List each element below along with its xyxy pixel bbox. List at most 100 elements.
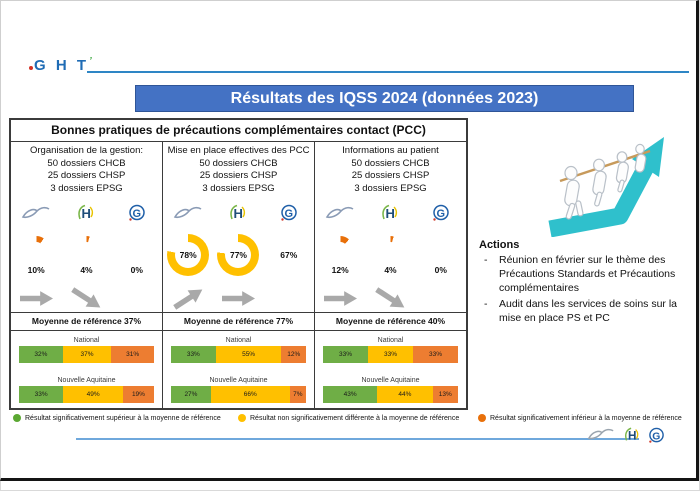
- bars-informations: National 33% 33% 33% Nouvelle Aquitaine …: [315, 331, 466, 408]
- column-title: Mise en place effectives des PCC: [167, 145, 310, 156]
- gauge-value: 4%: [80, 264, 93, 275]
- gauge-cell-chsp: H 4%: [61, 195, 111, 312]
- dossier-line: 25 dossiers CHSP: [351, 170, 430, 181]
- arrow-zone: [374, 284, 407, 312]
- gauge-arc: [124, 235, 150, 261]
- gauge-value: 0%: [130, 264, 143, 275]
- trend-arrow-icon: [71, 286, 101, 307]
- dossier-line: 25 dossiers CHSP: [199, 170, 278, 181]
- epsg-g-logo-icon: G: [280, 200, 298, 226]
- svg-text:H: H: [628, 430, 636, 443]
- region-label: Nouvelle Aquitaine: [209, 376, 268, 384]
- gauge-row: 10% H 4%: [11, 195, 466, 312]
- arrow-zone: [221, 284, 255, 312]
- dossier-line: 25 dossiers CHSP: [47, 170, 126, 181]
- slide: G H T’ Résultats des IQSS 2024 (données …: [0, 0, 699, 481]
- chsp-h-logo-icon: H: [625, 427, 639, 443]
- trend-arrow-icon: [375, 286, 405, 307]
- gauge-panel-organisation: 10% H 4%: [11, 195, 163, 312]
- gauge-hole: [333, 241, 347, 255]
- chcb-swoosh-logo-icon: [20, 200, 52, 226]
- chsp-h-logo-icon: H: [228, 200, 248, 226]
- gauge-hole: [225, 242, 252, 268]
- gauge-hole: [79, 241, 93, 255]
- chsp-h-logo-icon: H: [76, 200, 96, 226]
- chsp-h-logo-icon: H: [380, 200, 400, 226]
- gauge-zone: 78%: [167, 226, 210, 284]
- bar-segment-inferior: 33%: [413, 345, 458, 363]
- bar-segment-inferior: 7%: [289, 385, 306, 403]
- legend-inferior: Résultat significativement inférieur à l…: [478, 414, 682, 422]
- subheader-mise-en-place: Mise en place effectives des PCC 50 doss…: [163, 142, 315, 195]
- column-title: Organisation de la gestion:: [29, 145, 144, 156]
- table-header: Bonnes pratiques de précautions compléme…: [11, 120, 466, 142]
- gauge-zone: 10%: [23, 226, 49, 284]
- gauge-zone: 12%: [327, 226, 353, 284]
- actions-list: Réunion en février sur le thème des Préc…: [479, 253, 691, 325]
- gauge-zone: 67%: [268, 226, 310, 284]
- actions-title: Actions: [479, 239, 520, 251]
- gauge-cell-chcb: 10%: [11, 195, 61, 312]
- ght-logo: G H T’: [29, 56, 92, 74]
- national-stacked-bar: 33% 33% 33%: [323, 345, 458, 363]
- bars-organisation: National 32% 37% 31% Nouvelle Aquitaine …: [11, 330, 163, 408]
- bar-segment-neutral: 55%: [215, 345, 282, 363]
- reference-row: Moyenne de référence 37% Moyenne de réfé…: [11, 312, 466, 331]
- orange-dot-icon: [478, 414, 486, 422]
- arrow-zone: [323, 284, 357, 312]
- arrow-zone: [424, 284, 457, 312]
- header-divider-line: [87, 71, 689, 73]
- reference-mean: Moyenne de référence 77%: [163, 313, 315, 330]
- gauge-cell-chsp: H 4%: [365, 195, 415, 312]
- bar-segment-inferior: 31%: [111, 345, 154, 363]
- subheader-informations: Informations au patient 50 dossiers CHCB…: [315, 142, 466, 195]
- yellow-dot-icon: [238, 414, 246, 422]
- ght-logo-text: G H T: [34, 57, 89, 74]
- gauge-cell-chcb: 78%: [163, 195, 213, 312]
- region-label: National: [377, 336, 404, 344]
- chcb-swoosh-logo-icon: [587, 428, 614, 440]
- subheader-organisation: Organisation de la gestion: 50 dossiers …: [11, 142, 163, 195]
- epsg-g-logo-icon: G: [649, 427, 664, 443]
- svg-text:G: G: [436, 208, 445, 220]
- dossier-line: 50 dossiers CHCB: [47, 157, 126, 169]
- bar-segment-neutral: 66%: [210, 385, 290, 403]
- dossier-line: 3 dossiers EPSG: [202, 182, 275, 194]
- legend-text: Résultat non significativement différent…: [250, 414, 460, 422]
- epsg-g-logo-icon: G: [128, 200, 146, 226]
- nouvelle-aquitaine-stacked-bar: 33% 49% 19%: [19, 385, 154, 403]
- gauge-zone: 0%: [428, 226, 454, 284]
- dossier-line: 3 dossiers EPSG: [50, 182, 123, 194]
- actions-block: Actions Réunion en février sur le thème …: [479, 239, 691, 326]
- nouvelle-aquitaine-stacked-bar: 27% 66% 7%: [171, 385, 306, 403]
- bar-segment-superior: 43%: [323, 385, 378, 403]
- svg-text:H: H: [386, 206, 395, 221]
- gauge-panel-informations: 12% H 4%: [315, 195, 466, 312]
- gauge-zone: 0%: [124, 226, 150, 284]
- gauge-arc: [73, 235, 99, 261]
- epsg-g-logo-icon: G: [432, 200, 450, 226]
- bar-segment-superior: 33%: [171, 345, 216, 363]
- gauge-text-only: 67%: [268, 234, 310, 276]
- gauge-cell-chcb: 12%: [315, 195, 365, 312]
- gauge-value: 4%: [384, 264, 397, 275]
- gauge-arc: [327, 235, 353, 261]
- bar-segment-inferior: 19%: [122, 385, 154, 403]
- gauge-arc: [23, 235, 49, 261]
- arrow-zone: [272, 284, 305, 312]
- arrow-zone: [172, 284, 205, 312]
- gauge-arc: [428, 235, 454, 261]
- chcb-swoosh-logo-icon: [324, 200, 356, 226]
- bar-segment-superior: 32%: [19, 345, 63, 363]
- gauge-cell-epsg: G 67%: [264, 195, 314, 312]
- footer-divider-line: [76, 438, 639, 440]
- gauge-value: 78%: [179, 250, 197, 260]
- gauge-value: 67%: [280, 250, 298, 260]
- gauge-ring: 77%: [217, 234, 260, 276]
- legend-text: Résultat significativement inférieur à l…: [490, 414, 682, 422]
- bars-mise-en-place: National 33% 55% 12% Nouvelle Aquitaine …: [163, 330, 315, 408]
- green-dot-icon: [13, 414, 21, 422]
- region-label: National: [73, 336, 100, 344]
- gauge-cell-chsp: H 77%: [213, 195, 263, 312]
- gauge-hole: [29, 241, 43, 255]
